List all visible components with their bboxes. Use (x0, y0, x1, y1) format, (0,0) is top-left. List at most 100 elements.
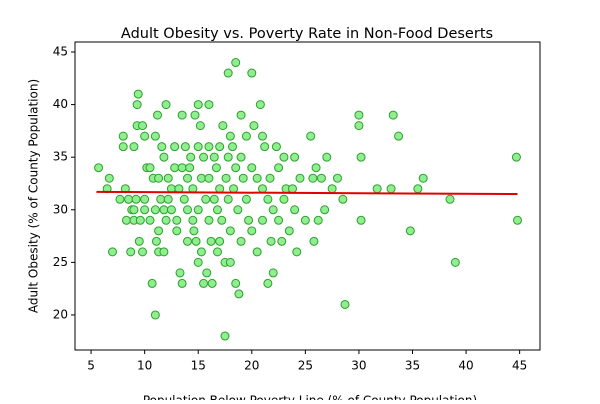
point (129, 142, 139, 152)
point (196, 247, 206, 257)
point (206, 236, 216, 246)
point (193, 205, 203, 215)
point (266, 236, 276, 246)
point (124, 194, 134, 204)
point (244, 215, 254, 225)
point (190, 110, 200, 120)
point (236, 152, 246, 162)
x-tick-label: 5 (87, 359, 95, 373)
point (185, 163, 195, 173)
point (166, 205, 176, 215)
point (221, 173, 231, 183)
point (147, 278, 157, 288)
point (204, 142, 214, 152)
point (300, 215, 310, 225)
point (234, 289, 244, 299)
point (172, 215, 182, 225)
point (223, 152, 233, 162)
point (199, 152, 209, 162)
point (183, 173, 192, 183)
point (140, 205, 150, 215)
point (193, 257, 203, 267)
point (327, 184, 337, 194)
point (223, 68, 233, 78)
point (225, 226, 235, 236)
point (290, 205, 300, 215)
point (413, 184, 423, 194)
point (196, 173, 206, 183)
point (163, 194, 173, 204)
point (204, 100, 214, 110)
point (180, 142, 190, 152)
point (195, 121, 205, 131)
point (153, 110, 162, 120)
point (94, 163, 104, 173)
point (311, 163, 321, 173)
point (131, 194, 141, 204)
point (247, 163, 257, 173)
point (340, 299, 350, 309)
point (306, 131, 316, 141)
point (233, 205, 243, 215)
point (279, 152, 289, 162)
point (189, 226, 199, 236)
point (188, 215, 198, 225)
x-tick-label: 25 (298, 359, 313, 373)
y-axis-label: Adult Obesity (% of County Population) (27, 79, 41, 313)
point (215, 236, 225, 246)
point (320, 205, 330, 215)
point (209, 152, 219, 162)
point (313, 215, 323, 225)
point (445, 194, 455, 204)
point (140, 131, 150, 141)
point (104, 173, 114, 183)
point (145, 163, 155, 173)
point (255, 100, 265, 110)
point (274, 163, 284, 173)
point (405, 226, 415, 236)
point (177, 163, 187, 173)
point (220, 331, 230, 341)
point (199, 278, 209, 288)
point (207, 278, 217, 288)
point (213, 247, 222, 257)
point (154, 173, 164, 183)
point (513, 215, 522, 225)
point (268, 268, 278, 278)
y-tick-label: 40 (53, 97, 68, 111)
point (215, 142, 225, 152)
point (151, 236, 161, 246)
point (204, 173, 214, 183)
plot-frame (74, 41, 541, 351)
x-tick-label: 45 (512, 359, 527, 373)
y-tick-label: 35 (53, 150, 68, 164)
x-tick-label: 10 (137, 359, 152, 373)
point (193, 100, 203, 110)
point (288, 184, 297, 194)
point (394, 131, 404, 141)
point (265, 173, 275, 183)
fit-line (96, 190, 518, 196)
point (218, 121, 228, 131)
point (354, 110, 364, 120)
chart-title: Adult Obesity vs. Poverty Rate in Non-Fo… (121, 26, 493, 42)
point (138, 247, 147, 257)
point (223, 194, 233, 204)
point (177, 278, 187, 288)
point (172, 226, 182, 236)
point (309, 236, 319, 246)
point (260, 142, 270, 152)
point (271, 142, 281, 152)
point (268, 205, 278, 215)
point (231, 163, 241, 173)
point (213, 205, 222, 215)
point (258, 215, 267, 225)
point (183, 205, 192, 215)
point (134, 236, 144, 246)
point (229, 184, 239, 194)
point (163, 173, 173, 183)
point (356, 152, 366, 162)
point (263, 278, 273, 288)
